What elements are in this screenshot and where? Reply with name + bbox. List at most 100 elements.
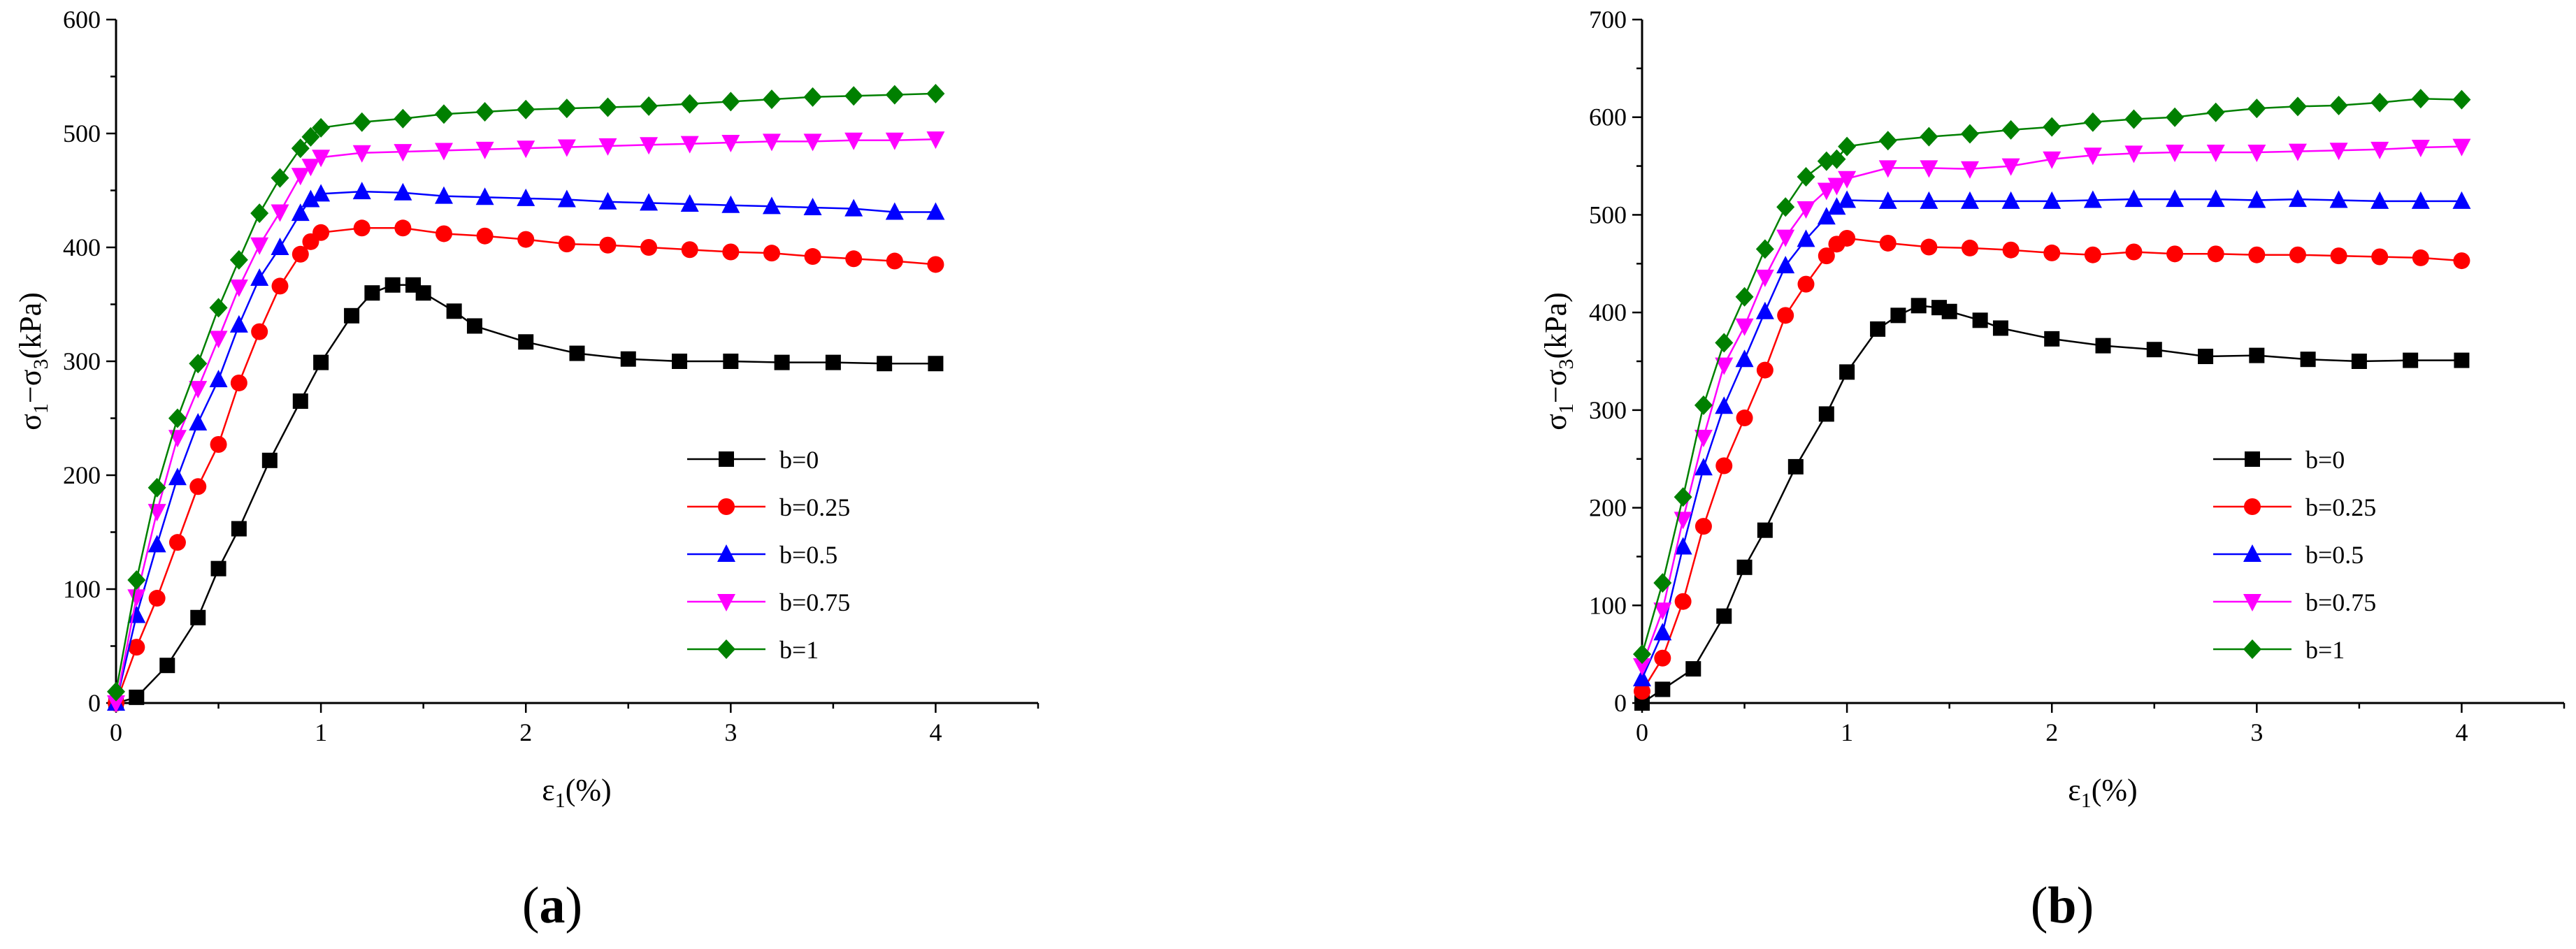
series-b-0-5	[1633, 189, 2471, 687]
panel-label-open: (	[522, 877, 540, 934]
data-point-b-0-75	[598, 138, 617, 156]
data-point-b-0	[292, 393, 308, 410]
data-point-b-0	[825, 354, 841, 370]
data-point-b-0-75	[1694, 429, 1713, 447]
y-axis-label-a: σ1−σ3(kPa)	[13, 292, 52, 430]
x-axis-label-a: ε1(%)	[542, 773, 611, 812]
data-point-b-0-75	[1920, 160, 1938, 178]
data-point-b-0-75	[271, 204, 289, 222]
data-point-b-0-25	[1839, 229, 1856, 247]
data-point-b-0	[1787, 458, 1804, 474]
data-point-b-1	[147, 477, 166, 498]
data-point-b-0-25	[2330, 247, 2347, 265]
data-point-b-0-5	[301, 189, 320, 208]
data-point-b-0-5	[721, 195, 740, 213]
series-b-1	[107, 83, 945, 702]
data-point-b-1	[352, 112, 371, 132]
data-point-b-0-75	[2370, 141, 2389, 159]
y-tick-label: 400	[1589, 298, 1627, 326]
y-label-sub1: 1	[1555, 403, 1578, 414]
data-point-b-1	[1755, 239, 1774, 259]
data-point-b-0-25	[927, 256, 944, 273]
x-tick-label: 3	[2250, 718, 2263, 746]
data-point-b-0-25	[1756, 361, 1773, 379]
x-label-unit: (%)	[566, 773, 612, 807]
data-point-b-0-25	[1674, 593, 1692, 610]
data-point-b-0-25	[1961, 239, 1978, 256]
data-point-b-0-75	[301, 159, 320, 177]
data-point-b-1	[1776, 197, 1795, 217]
data-point-b-0	[1716, 608, 1732, 624]
data-point-b-0-75	[844, 132, 863, 150]
y-label-sigma1: σ	[13, 414, 48, 430]
legend-item-b-0-5: b=0.5	[2213, 541, 2363, 569]
data-point-b-1	[680, 94, 699, 114]
data-point-b-0-25	[1654, 649, 1671, 667]
data-point-b-0-25	[845, 250, 863, 268]
data-point-b-0	[1839, 364, 1855, 380]
data-point-b-0-5	[475, 187, 494, 205]
legend-item-b-0-5: b=0.5	[687, 541, 837, 569]
data-point-b-0-25	[1736, 410, 1753, 427]
data-point-b-0-25	[722, 243, 740, 261]
series-b-0	[1634, 298, 2470, 711]
x-tick-label: 4	[2455, 718, 2468, 746]
data-point-b-0-5	[844, 198, 863, 217]
x-tick-label: 3	[724, 718, 737, 746]
data-point-b-0	[1655, 681, 1671, 697]
data-point-b-0-25	[2084, 246, 2101, 263]
x-tick-label: 1	[1841, 718, 1853, 746]
data-point-b-1	[189, 354, 208, 374]
data-point-b-1	[1797, 166, 1815, 187]
data-point-b-0-75	[2288, 143, 2307, 161]
panel-label-close: )	[566, 877, 583, 934]
data-point-b-0-25	[2125, 243, 2143, 261]
legend-marker	[2243, 639, 2261, 659]
y-label-sub3: 3	[29, 359, 52, 370]
data-point-b-1	[1694, 395, 1713, 415]
data-point-b-1	[885, 85, 904, 105]
data-point-b-0-25	[1715, 457, 1733, 474]
data-point-b-0-25	[681, 241, 698, 259]
y-tick-label: 200	[63, 461, 101, 489]
data-point-b-0-75	[640, 137, 659, 155]
data-point-b-0-75	[1960, 161, 1979, 179]
data-point-b-1	[2411, 89, 2430, 109]
data-point-b-0	[2351, 354, 2367, 369]
legend-item-b-0-25: b=0.25	[2213, 493, 2376, 521]
data-point-b-0-5	[2124, 189, 2143, 208]
data-point-b-0-75	[107, 695, 125, 713]
x-tick-label: 4	[929, 718, 942, 746]
legend-item-b-1: b=1	[2213, 636, 2345, 664]
data-point-b-0-5	[885, 202, 904, 220]
data-point-b-0-5	[209, 370, 228, 388]
data-point-b-0-75	[475, 141, 494, 159]
data-point-b-0-5	[517, 188, 535, 206]
data-point-b-0-75	[2411, 140, 2430, 158]
data-point-b-0-75	[2452, 138, 2471, 157]
legend-item-b-0-75: b=0.75	[687, 588, 850, 616]
data-point-b-0-5	[434, 186, 453, 204]
y-axis-label-b: σ1−σ3(kPa)	[1539, 292, 1578, 430]
data-point-b-0-75	[803, 133, 822, 152]
data-point-b-0-5	[598, 191, 617, 210]
data-point-b-0-25	[1634, 683, 1650, 700]
legend-marker	[717, 544, 735, 562]
data-point-b-0-75	[1755, 269, 1774, 287]
data-point-b-0-5	[1755, 301, 1774, 319]
data-point-b-1	[1633, 644, 1651, 665]
legend-item-b-1: b=1	[687, 636, 819, 664]
data-point-b-1	[2288, 96, 2307, 117]
data-point-b-1	[168, 408, 187, 428]
data-point-b-0-25	[292, 245, 309, 263]
data-point-b-0-5	[557, 189, 576, 208]
data-point-b-0-5	[1878, 191, 1897, 209]
data-point-b-0-25	[394, 219, 412, 237]
data-point-b-1	[2206, 102, 2225, 122]
data-point-b-0-5	[250, 268, 269, 287]
data-point-b-0	[2403, 352, 2419, 368]
data-point-b-0-5	[2411, 191, 2430, 209]
legend-item-b-0: b=0	[2213, 446, 2345, 474]
data-point-b-0-75	[1797, 201, 1815, 219]
data-point-b-0-25	[2002, 241, 2020, 259]
